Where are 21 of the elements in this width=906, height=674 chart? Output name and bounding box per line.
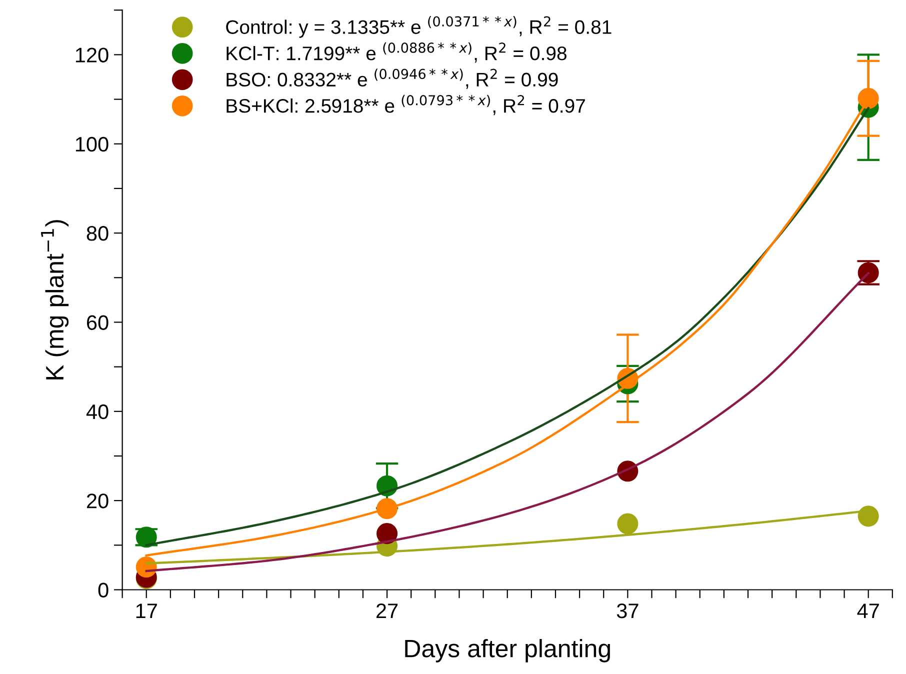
x-tick-label: 37: [616, 603, 638, 618]
y-tick-label: 0: [98, 582, 108, 598]
point: [617, 513, 638, 534]
y-tick-label: 20: [86, 494, 108, 508]
point: [858, 506, 879, 527]
y-tick-label: 120: [76, 48, 108, 62]
x-tick-label: 27: [376, 603, 398, 618]
y-tick-label: 100: [76, 136, 108, 152]
x-tick-label: 17: [136, 604, 157, 618]
legend-label: KCl-T: 1.7199** e $^{(0.0886**x)}$, R$^{2}$ = 0.98: [226, 42, 566, 63]
point: [376, 523, 398, 544]
x-axis-title: Days after planting: [405, 639, 610, 662]
legend-label: Control: y = 3.1335** e $^{(0.0371**x)}$, R$^{2}$ = 0.81: [226, 16, 612, 38]
legend-label: BSO: 0.8332** e $^{(0.0946**x)}$, R$^{2}$ = 0.99: [226, 68, 558, 89]
legend-label: BS+KCl: 2.5918** e $^{(0.0793**x)}$, R$^{2}$ = 0.97: [226, 94, 585, 116]
point: [858, 88, 879, 109]
y-tick-label: 60: [87, 315, 108, 330]
x-tick-label: 47: [857, 604, 879, 618]
y-axis-title: K (mg plant$^{−1}$): [41, 220, 69, 380]
y-tick-label: 40: [86, 404, 108, 420]
y-tick-label: 80: [86, 226, 108, 241]
